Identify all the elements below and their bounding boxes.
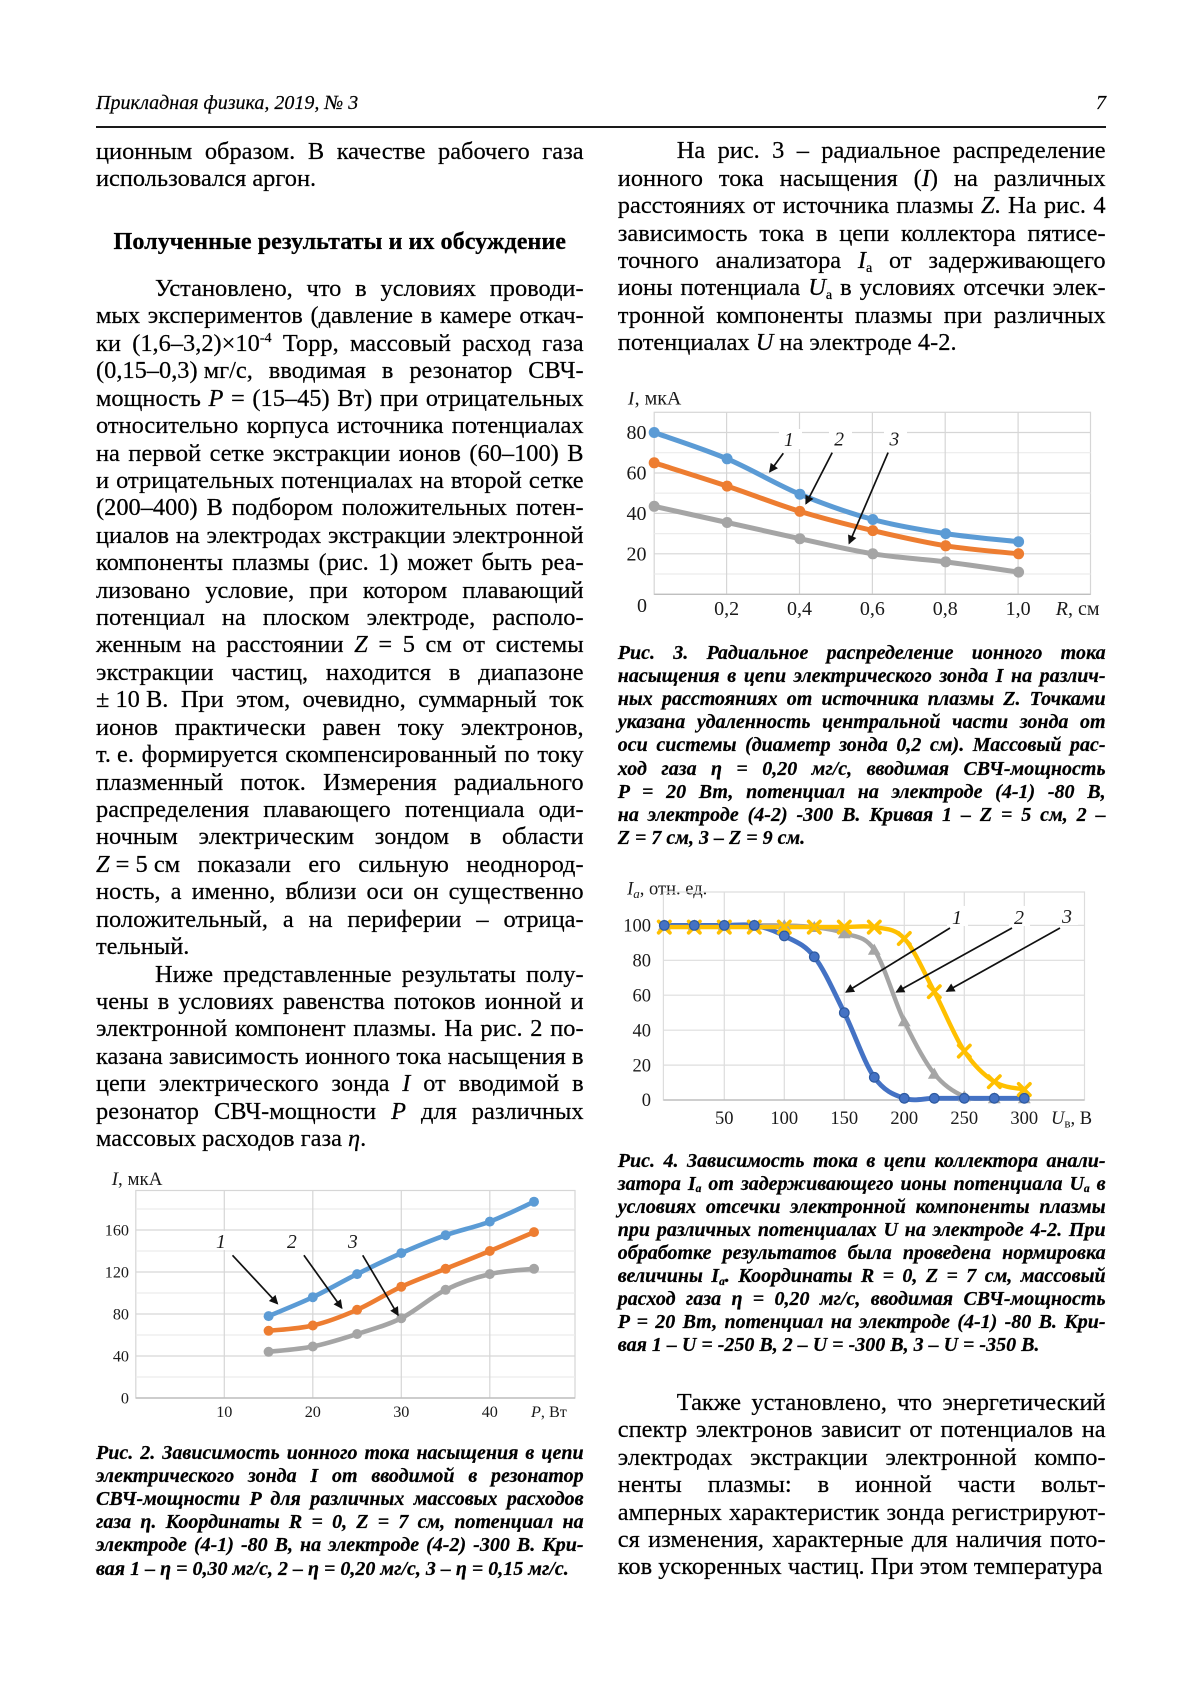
svg-text:Uв, В: Uв, В xyxy=(1051,1109,1092,1130)
svg-text:0,6: 0,6 xyxy=(860,598,885,620)
svg-text:0: 0 xyxy=(121,1390,129,1408)
svg-text:40: 40 xyxy=(627,503,647,525)
svg-text:40: 40 xyxy=(633,1021,652,1041)
svg-text:150: 150 xyxy=(830,1109,858,1129)
svg-text:1: 1 xyxy=(784,430,794,451)
svg-text:100: 100 xyxy=(770,1109,798,1129)
svg-text:I, мкА: I, мкА xyxy=(627,392,682,410)
svg-text:250: 250 xyxy=(950,1109,978,1129)
svg-text:10: 10 xyxy=(216,1403,232,1421)
svg-text:300: 300 xyxy=(1010,1109,1038,1129)
svg-text:0: 0 xyxy=(642,1091,651,1111)
svg-text:1: 1 xyxy=(216,1232,226,1253)
svg-text:0,8: 0,8 xyxy=(933,598,958,620)
svg-text:40: 40 xyxy=(482,1403,498,1421)
svg-text:60: 60 xyxy=(633,986,652,1006)
svg-text:2: 2 xyxy=(1014,907,1024,929)
svg-text:30: 30 xyxy=(393,1403,409,1421)
svg-text:0: 0 xyxy=(637,595,647,617)
svg-text:20: 20 xyxy=(633,1056,652,1076)
svg-text:160: 160 xyxy=(105,1222,129,1240)
svg-text:2: 2 xyxy=(834,430,844,451)
svg-text:0,4: 0,4 xyxy=(787,598,812,620)
svg-text:P, Вт: P, Вт xyxy=(530,1403,567,1421)
svg-text:0,2: 0,2 xyxy=(714,598,739,620)
svg-text:Ia, отн. ед.: Ia, отн. ед. xyxy=(626,880,707,902)
svg-text:60: 60 xyxy=(627,463,647,485)
svg-text:3: 3 xyxy=(1061,906,1072,928)
svg-text:I, мкА: I, мкА xyxy=(111,1169,163,1190)
svg-text:120: 120 xyxy=(105,1264,129,1282)
svg-text:100: 100 xyxy=(623,917,651,937)
svg-text:2: 2 xyxy=(287,1232,297,1253)
svg-text:3: 3 xyxy=(889,430,900,451)
svg-text:20: 20 xyxy=(627,543,647,565)
svg-text:80: 80 xyxy=(113,1306,129,1324)
svg-text:1: 1 xyxy=(952,907,962,929)
svg-text:R, см: R, см xyxy=(1055,598,1100,620)
svg-text:1,0: 1,0 xyxy=(1006,598,1031,620)
svg-text:40: 40 xyxy=(113,1348,129,1366)
svg-text:80: 80 xyxy=(633,952,652,972)
svg-text:80: 80 xyxy=(627,422,647,444)
svg-text:20: 20 xyxy=(305,1403,321,1421)
svg-text:50: 50 xyxy=(715,1109,734,1129)
svg-text:200: 200 xyxy=(890,1109,918,1129)
svg-text:3: 3 xyxy=(347,1232,358,1253)
